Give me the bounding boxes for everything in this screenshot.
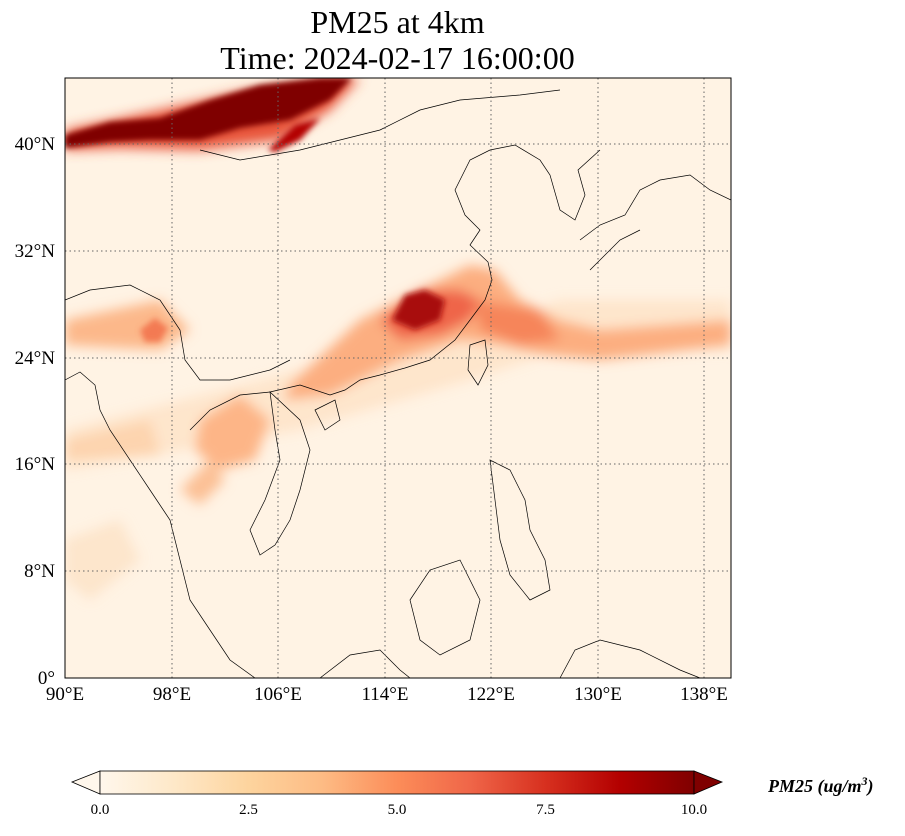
colorbar-bar (99, 770, 695, 795)
map-title: PM25 at 4km (310, 4, 485, 40)
colorbar-label: PM25 (ug/m3) (768, 774, 874, 797)
colorbar-label-close: ) (867, 776, 874, 796)
map-frame (64, 77, 732, 679)
lon-tick-138: 138°E (680, 684, 728, 705)
colorbar-tick-0: 0.0 (91, 802, 110, 818)
colorbar-tick-10: 10.0 (681, 802, 707, 818)
colorbar-extend-high (693, 770, 724, 795)
map-subtitle: Time: 2024-02-17 16:00:00 (220, 40, 575, 76)
lon-tick-106: 106°E (254, 684, 302, 705)
colorbar-tick-5: 5.0 (388, 802, 407, 818)
lat-tick-16: 16°N (15, 454, 56, 475)
lat-tick-24: 24°N (15, 348, 56, 369)
colorbar-tick-7-5: 7.5 (536, 802, 555, 818)
coastlines (65, 89, 731, 678)
lon-tick-130: 130°E (574, 684, 622, 705)
lon-tick-90: 90°E (46, 684, 84, 705)
lon-tick-114: 114°E (362, 684, 409, 705)
lat-tick-40: 40°N (15, 134, 56, 155)
colorbar: 0.0 2.5 5.0 7.5 10.0 (70, 770, 724, 818)
colorbar-label-exponent: 3 (861, 774, 868, 788)
lon-tick-122: 122°E (467, 684, 515, 705)
colorbar-label-text: PM25 (ug/m (768, 776, 862, 796)
concentration-field (65, 78, 731, 678)
lon-tick-98: 98°E (153, 684, 191, 705)
lat-tick-0: 0° (38, 668, 55, 689)
gridlines (65, 78, 731, 678)
lat-tick-8: 8°N (24, 561, 55, 582)
colorbar-tick-2-5: 2.5 (239, 802, 258, 818)
lat-tick-32: 32°N (15, 241, 56, 262)
colorbar-extend-low (70, 770, 101, 795)
